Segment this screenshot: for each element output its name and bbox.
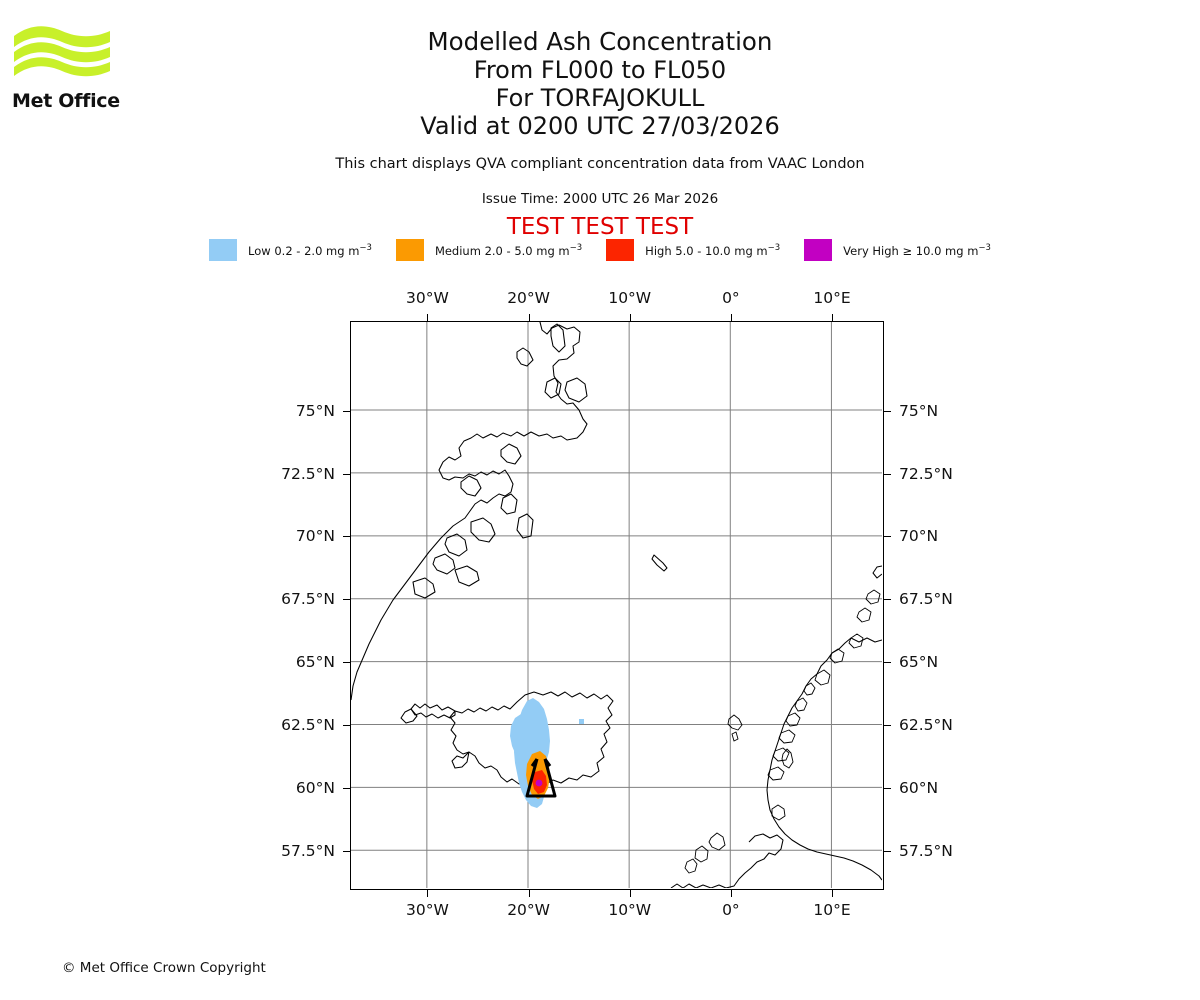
x-tick-label-top-4: 10°E (813, 289, 851, 307)
y-tick-left-5 (343, 725, 350, 727)
y-tick-label-left-4: 65°N (295, 653, 335, 672)
y-tick-label-right-0: 75°N (899, 401, 939, 420)
y-tick-right-5 (884, 725, 891, 727)
y-tick-left-0 (343, 410, 350, 412)
legend-item-0: Low 0.2 - 2.0 mg m−3 (209, 239, 372, 261)
y-tick-left-6 (343, 787, 350, 789)
y-tick-label-right-4: 65°N (899, 653, 939, 672)
x-tick-label-bottom-3: 0° (722, 901, 740, 919)
map-gridlines (351, 322, 882, 888)
x-tick-top-2 (629, 314, 631, 321)
y-tick-label-right-1: 72.5°N (899, 464, 953, 483)
x-tick-bottom-4 (832, 890, 834, 897)
legend-label-3: Very High ≥ 10.0 mg m−3 (843, 242, 991, 258)
x-tick-label-top-2: 10°W (608, 289, 652, 307)
plume-low-speck (579, 719, 584, 724)
legend-label-1: Medium 2.0 - 5.0 mg m−3 (434, 242, 583, 258)
y-tick-label-right-7: 57.5°N (899, 841, 953, 860)
y-tick-right-2 (884, 536, 891, 538)
chart-subtitle: This chart displays QVA compliant concen… (335, 156, 865, 172)
volcano-marker-icon (525, 758, 557, 798)
y-tick-label-right-5: 62.5°N (899, 716, 953, 735)
x-tick-top-3 (730, 314, 732, 321)
x-tick-label-top-3: 0° (722, 289, 740, 307)
met-office-wordmark: Met Office (12, 90, 120, 112)
x-tick-top-1 (528, 314, 530, 321)
coastlines (351, 322, 882, 888)
y-tick-label-left-3: 67.5°N (281, 590, 335, 609)
concentration-legend: Low 0.2 - 2.0 mg m−3 Medium 2.0 - 5.0 mg … (0, 239, 1200, 261)
x-tick-label-top-0: 30°W (406, 289, 449, 307)
legend-swatch-0 (209, 239, 238, 261)
map-container[interactable]: 30°W 30°W 20°W 20°W 10°W 10°W 0° 0° 10°E 10°E 75°N… (281, 289, 953, 919)
title-line-2: From FL000 to FL050 (473, 56, 727, 84)
test-watermark: TEST TEST TEST (506, 214, 694, 240)
plume-very-high-core (535, 779, 543, 787)
legend-item-1: Medium 2.0 - 5.0 mg m−3 (395, 239, 583, 261)
chart-title-block: Modelled Ash Concentration From FL000 to… (0, 27, 1200, 141)
x-tick-label-top-1: 20°W (507, 289, 550, 307)
y-tick-right-1 (884, 473, 891, 475)
y-tick-label-right-6: 60°N (899, 778, 939, 797)
y-tick-right-7 (884, 850, 891, 852)
plume-low-band-wisp (510, 714, 524, 756)
legend-swatch-3 (804, 239, 833, 261)
y-tick-right-3 (884, 599, 891, 601)
y-tick-label-left-1: 72.5°N (281, 464, 335, 483)
y-tick-left-3 (343, 599, 350, 601)
x-tick-top-0 (427, 314, 429, 321)
legend-swatch-1 (395, 239, 424, 261)
y-tick-label-left-5: 62.5°N (281, 716, 335, 735)
y-tick-label-left-0: 75°N (295, 401, 335, 420)
map-canvas (351, 322, 882, 888)
x-tick-label-bottom-4: 10°E (813, 901, 851, 919)
y-tick-right-6 (884, 787, 891, 789)
title-line-4: Valid at 0200 UTC 27/03/2026 (420, 112, 780, 140)
met-office-logo: Met Office (12, 22, 122, 112)
x-tick-bottom-1 (528, 890, 530, 897)
legend-item-2: High 5.0 - 10.0 mg m−3 (606, 239, 780, 261)
x-tick-label-bottom-2: 10°W (608, 901, 652, 919)
title-line-3: For TORFAJOKULL (495, 84, 705, 112)
x-tick-label-bottom-0: 30°W (406, 901, 449, 919)
y-tick-label-right-3: 67.5°N (899, 590, 953, 609)
x-tick-bottom-0 (427, 890, 429, 897)
y-tick-label-right-2: 70°N (899, 527, 939, 546)
legend-swatch-2 (606, 239, 635, 261)
x-tick-top-4 (832, 314, 834, 321)
y-tick-left-4 (343, 662, 350, 664)
y-tick-label-left-6: 60°N (295, 778, 335, 797)
x-tick-label-bottom-1: 20°W (507, 901, 550, 919)
y-tick-label-left-7: 57.5°N (281, 841, 335, 860)
met-office-wave-icon (14, 26, 110, 77)
copyright-footer: © Met Office Crown Copyright (62, 960, 266, 976)
y-tick-left-7 (343, 850, 350, 852)
y-tick-label-left-2: 70°N (295, 527, 335, 546)
legend-label-2: High 5.0 - 10.0 mg m−3 (645, 242, 781, 258)
x-tick-bottom-2 (629, 890, 631, 897)
legend-label-0: Low 0.2 - 2.0 mg m−3 (248, 242, 372, 258)
title-line-1: Modelled Ash Concentration (427, 27, 773, 56)
issue-time: Issue Time: 2000 UTC 26 Mar 2026 (481, 191, 719, 207)
legend-item-3: Very High ≥ 10.0 mg m−3 (804, 239, 991, 261)
x-tick-bottom-3 (730, 890, 732, 897)
y-tick-right-4 (884, 662, 891, 664)
y-tick-left-2 (343, 536, 350, 538)
y-tick-right-0 (884, 410, 891, 412)
y-tick-left-1 (343, 473, 350, 475)
map-frame (350, 321, 884, 890)
ash-plume (510, 698, 584, 808)
